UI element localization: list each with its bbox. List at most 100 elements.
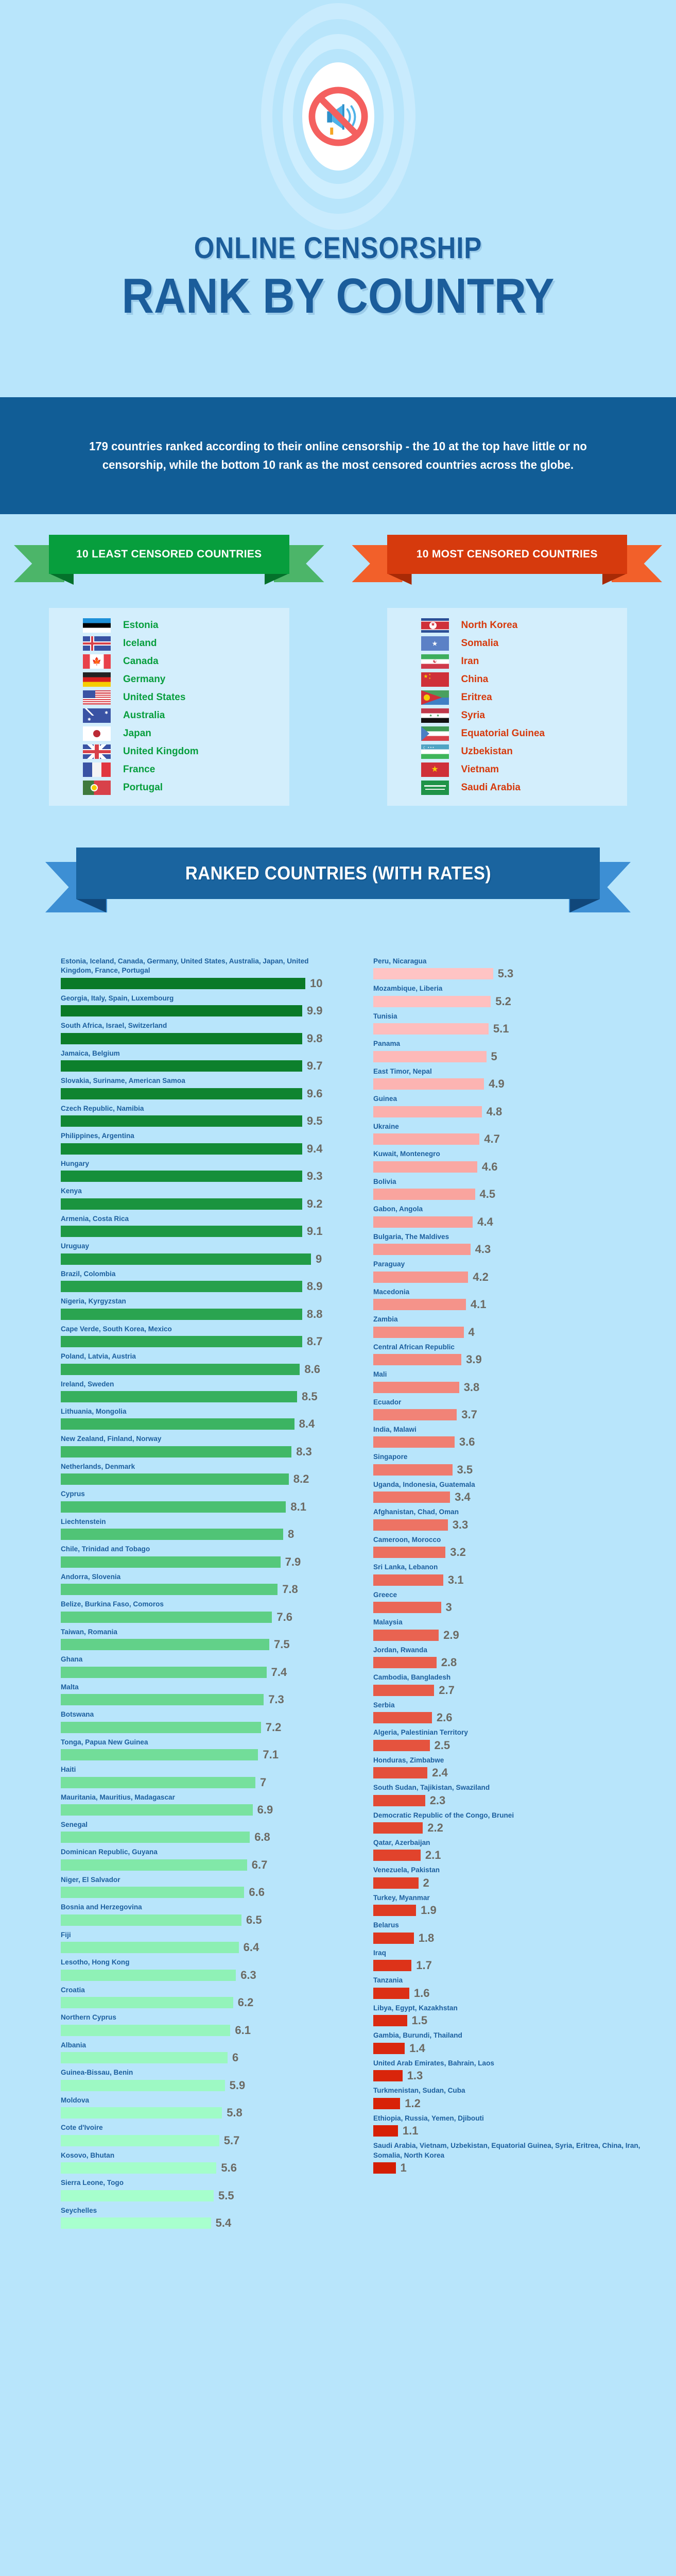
bar-row: Bosnia and Herzegovina 6.5 <box>61 1902 323 1926</box>
bar-row: Cameroon, Morocco 3.2 <box>373 1535 661 1559</box>
bar <box>61 1529 283 1540</box>
bar-row: Hungary 9.3 <box>61 1159 323 1183</box>
bar-value-label: 7.6 <box>276 1610 292 1623</box>
bar-value-label: 9.4 <box>306 1142 323 1155</box>
vietnam-flag-icon: ★ <box>421 762 449 777</box>
list-item: Germany <box>49 670 289 688</box>
list-item: ★ ★ ★ China <box>387 670 628 688</box>
subtitle-text: 179 countries ranked according to their … <box>89 439 587 471</box>
bar <box>373 1492 450 1503</box>
bar-row: Turkey, Myanmar 1.9 <box>373 1893 661 1917</box>
bar-value-label: 8.3 <box>296 1445 312 1458</box>
bar-value-label: 6.4 <box>243 1941 259 1954</box>
bar <box>61 1060 302 1072</box>
bar <box>61 1005 302 1017</box>
bar-category-label: Malta <box>61 1682 79 1691</box>
hero-section: ONLINE CENSORSHIP RANK BY COUNTRY <box>0 0 676 397</box>
most-censored-ribbon-label: 10 MOST CENSORED COUNTRIES <box>416 548 598 561</box>
bar-value-label: 5.9 <box>229 2078 246 2092</box>
bar <box>61 1639 269 1651</box>
bar-value-label: 4.7 <box>484 1132 500 1146</box>
bar-row: Chile, Trinidad and Tobago 7.9 <box>61 1544 323 1568</box>
bar <box>373 1050 487 1062</box>
bar-category-label: Moldova <box>61 2095 90 2104</box>
bar-value-label: 7.3 <box>268 1693 284 1706</box>
bar-category-label: Zambia <box>373 1315 398 1324</box>
bar-row: Croatia 6.2 <box>61 1985 323 2009</box>
bar-value-label: 2.9 <box>443 1628 459 1641</box>
bar-row: Zambia 4 <box>373 1314 661 1338</box>
bar-row: Paraguay 4.2 <box>373 1259 661 1283</box>
bar-value-label: 5.2 <box>495 994 511 1008</box>
bar-category-label: Bolivia <box>373 1177 396 1185</box>
bar-row: Tunisia 5.1 <box>373 1011 661 1036</box>
bar <box>61 1198 302 1210</box>
bar-category-label: Taiwan, Romania <box>61 1627 117 1636</box>
least-censored-ribbon: 10 LEAST CENSORED COUNTRIES <box>14 535 324 585</box>
bar-row: Libya, Egypt, Kazakhstan 1.5 <box>373 2003 661 2027</box>
bar-row: Qatar, Azerbaijan 2.1 <box>373 1838 661 1862</box>
bar-category-label: Cote d'Ivoire <box>61 2123 103 2132</box>
bar-row: Cyprus 8.1 <box>61 1489 323 1513</box>
bar-value-label: 2.3 <box>429 1793 446 1807</box>
list-item: ☯ Iran <box>387 652 628 670</box>
bar-category-label: Cameroon, Morocco <box>373 1535 441 1544</box>
bar-category-label: Niger, El Salvador <box>61 1875 120 1884</box>
bar-row: Slovakia, Suriname, American Samoa 9.6 <box>61 1076 323 1100</box>
bar-category-label: Cambodia, Bangladesh <box>373 1673 450 1682</box>
bar-category-label: Jamaica, Belgium <box>61 1048 120 1057</box>
bar <box>61 1363 300 1375</box>
bar-category-label: Ethiopia, Russia, Yemen, Djibouti <box>373 2113 484 2122</box>
list-item: France <box>49 760 289 778</box>
bar-row: Greece 3 <box>373 1590 661 1614</box>
bar-value-label: 8.1 <box>290 1500 306 1513</box>
bar-value-label: 5.3 <box>497 967 514 980</box>
bar-category-label: Brazil, Colombia <box>61 1269 116 1278</box>
bar-category-label: Algeria, Palestinian Territory <box>373 1728 468 1737</box>
bar-value-label: 2.4 <box>432 1766 448 1780</box>
bar-category-label: Central African Republic <box>373 1342 455 1351</box>
bar <box>373 1850 421 1861</box>
bar-category-label: Bulgaria, The Maldives <box>373 1232 449 1241</box>
bar-value-label: 10 <box>310 976 323 990</box>
bar-row: Sri Lanka, Lebanon 3.1 <box>373 1562 661 1586</box>
bar-category-label: Malaysia <box>373 1618 403 1626</box>
somalia-flag-icon: ★ <box>421 636 449 651</box>
bar <box>373 1271 469 1283</box>
bar <box>373 1244 471 1256</box>
bar <box>373 1712 432 1724</box>
bar-row: Malta 7.3 <box>61 1682 323 1706</box>
bar-category-label: Afghanistan, Chad, Oman <box>373 1507 459 1516</box>
bar-category-label: Lesotho, Hong Kong <box>61 1958 130 1967</box>
bar <box>61 1226 302 1238</box>
bar-row: Niger, El Salvador 6.6 <box>61 1875 323 1899</box>
bar <box>61 1171 302 1182</box>
bar-category-label: Albania <box>61 2040 86 2049</box>
bar <box>373 1519 448 1531</box>
bar-category-label: Belarus <box>373 1921 399 1929</box>
bar-category-label: Tonga, Papua New Guinea <box>61 1737 148 1746</box>
bar <box>61 1611 272 1623</box>
bar-value-label: 1.6 <box>413 1986 430 1999</box>
bar-category-label: Cape Verde, South Korea, Mexico <box>61 1324 172 1333</box>
bar-value-label: 6.8 <box>254 1831 270 1844</box>
bar <box>373 995 491 1007</box>
eritrea-flag-icon <box>421 690 449 705</box>
bar-category-label: Fiji <box>61 1930 71 1939</box>
saudi-arabia-flag-icon <box>421 780 449 795</box>
bar <box>373 1189 475 1200</box>
bar-value-label: 8.6 <box>304 1362 320 1376</box>
bar <box>373 2162 396 2174</box>
bar-row: South Africa, Israel, Switzerland 9.8 <box>61 1021 323 1045</box>
bar-row: Moldova 5.8 <box>61 2095 323 2120</box>
bar-category-label: Netherlands, Denmark <box>61 1462 135 1470</box>
bar <box>373 1106 482 1117</box>
bar-row: South Sudan, Tajikistan, Swaziland 2.3 <box>373 1783 661 1807</box>
bar <box>61 2134 219 2146</box>
bar <box>61 1336 302 1348</box>
bar-value-label: 4.4 <box>477 1215 493 1228</box>
bar <box>61 1032 302 1044</box>
bar <box>373 1133 480 1145</box>
bar <box>373 1574 443 1586</box>
bar <box>373 1794 425 1806</box>
